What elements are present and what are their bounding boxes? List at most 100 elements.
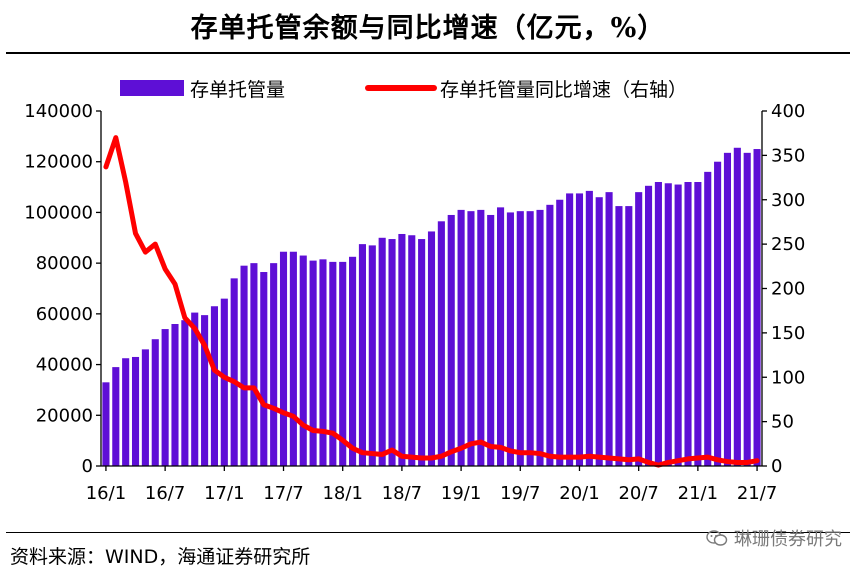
axes: 0 20000 40000 60000 80000 100000 120000 140000 0… [24, 101, 805, 504]
x-tick-label: 20/7 [618, 483, 658, 504]
chart-title: 存单托管余额与同比增速（亿元，%） [190, 13, 666, 44]
x-tick-label: 18/7 [382, 483, 422, 504]
bar-18/7 [398, 233, 406, 466]
bar-20/1 [575, 193, 584, 466]
x-tick-label: 19/7 [500, 483, 540, 504]
y-right-tick-label: 400 [771, 101, 805, 122]
bar-17/11 [319, 259, 327, 466]
watermark-text: 琳珊债券研究 [734, 529, 842, 550]
y-left-tick-label: 80000 [36, 253, 93, 274]
bar-20/8 [644, 185, 653, 467]
y-left-tick-label: 40000 [36, 355, 93, 376]
bar-20/3 [595, 197, 603, 466]
bar-series [102, 147, 761, 467]
bar-18/6 [388, 239, 396, 466]
bar-18/3 [358, 244, 366, 467]
bar-18/2 [349, 256, 357, 466]
bar-21/6 [743, 152, 751, 466]
y-left-tick-label: 0 [82, 456, 93, 477]
bar-20/6 [625, 206, 633, 466]
bar-20/5 [615, 206, 623, 466]
bar-19/3 [477, 209, 485, 466]
bar-16/8 [171, 324, 179, 466]
bar-21/1 [694, 182, 702, 466]
y-right-tick-label: 50 [771, 412, 794, 433]
bar-18/11 [437, 221, 445, 466]
bar-20/4 [605, 192, 613, 466]
bar-17/5 [260, 272, 268, 466]
x-tick-label: 16/1 [86, 483, 126, 504]
source-divider [6, 532, 850, 533]
legend-label-line: 存单托管量同比增速（右轴） [440, 79, 687, 101]
x-tick-label: 17/1 [204, 483, 244, 504]
y-right-tick-label: 200 [771, 279, 805, 300]
x-tick-label: 20/1 [559, 483, 599, 504]
source-note: 资料来源：WIND，海通证券研究所 [10, 546, 311, 568]
bar-17/8 [289, 251, 297, 466]
y-right-tick-label: 300 [771, 190, 805, 211]
bar-17/2 [230, 278, 238, 466]
bar-17/9 [299, 255, 307, 466]
bar-18/12 [447, 214, 455, 466]
bar-16/7 [161, 329, 169, 466]
bar-19/1 [457, 209, 465, 466]
bar-20/7 [635, 192, 643, 466]
bar-16/3 [122, 358, 130, 466]
y-left-tick-label: 60000 [36, 304, 93, 325]
y-left-tick-label: 140000 [24, 101, 93, 122]
bar-20/11 [674, 184, 682, 467]
bar-16/11 [201, 315, 209, 467]
x-tick-label: 16/7 [145, 483, 185, 504]
chart-canvas: 存单托管量 存单托管量同比增速（右轴） 0 20000 40000 60000 8000… [24, 79, 805, 504]
bar-18/9 [418, 239, 426, 466]
bar-16/4 [131, 356, 140, 466]
x-tick-label: 17/7 [263, 483, 303, 504]
bar-17/6 [270, 263, 278, 466]
bar-18/4 [368, 245, 376, 466]
y-left-tick-label: 100000 [24, 202, 93, 223]
bar-17/4 [250, 263, 258, 466]
bar-21/5 [733, 147, 741, 466]
bar-21/4 [723, 152, 732, 466]
bar-21/2 [704, 171, 712, 467]
y-left-tick-label: 120000 [24, 152, 93, 173]
bar-17/10 [309, 260, 317, 466]
y-right-tick-label: 350 [771, 145, 805, 166]
bar-19/12 [566, 193, 574, 466]
bar-19/11 [556, 199, 564, 466]
bar-19/7 [516, 211, 524, 466]
bar-21/3 [714, 161, 722, 466]
growth-rate-line [103, 135, 760, 468]
legend-label-bar: 存单托管量 [190, 79, 285, 101]
bar-18/1 [339, 261, 347, 467]
bar-16/12 [210, 306, 218, 466]
bar-19/10 [546, 204, 554, 466]
bar-20/9 [654, 182, 662, 466]
bar-21/7 [753, 149, 761, 467]
x-tick-label: 19/1 [441, 483, 481, 504]
bar-16/6 [151, 339, 159, 466]
bar-20/2 [585, 190, 593, 467]
wechat-icon [706, 530, 728, 546]
bar-20/12 [684, 182, 692, 466]
bar-19/2 [467, 211, 475, 466]
bar-17/3 [240, 265, 248, 466]
bar-16/9 [181, 320, 189, 466]
bar-19/4 [487, 214, 495, 466]
y-right-tick-label: 100 [771, 367, 805, 388]
x-tick-label: 18/1 [322, 483, 362, 504]
bar-16/10 [191, 312, 199, 466]
watermark: 琳珊债券研究 [706, 525, 842, 551]
bar-19/9 [536, 209, 544, 466]
bar-19/5 [497, 207, 505, 467]
y-right-tick-label: 0 [771, 456, 782, 477]
bar-19/8 [526, 211, 534, 466]
x-tick-label: 21/1 [678, 483, 718, 504]
bar-16/1 [102, 382, 110, 466]
bar-19/6 [506, 212, 514, 466]
y-right-tick-label: 250 [771, 234, 805, 255]
y-right-tick-label: 150 [771, 323, 805, 344]
title-divider [6, 52, 850, 54]
legend: 存单托管量 存单托管量同比增速（右轴） [120, 79, 687, 101]
bar-18/5 [378, 237, 386, 466]
